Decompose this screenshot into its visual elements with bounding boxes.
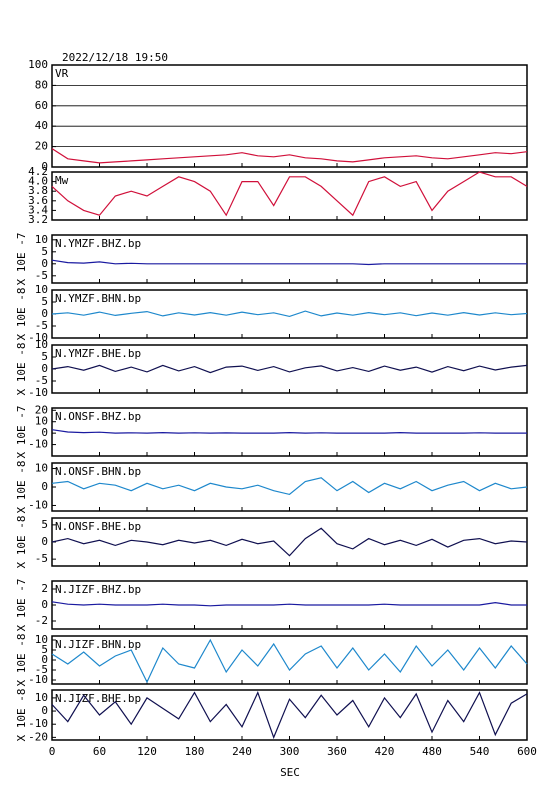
x-tick-label: 180 — [185, 745, 205, 758]
y-tick-label: 3.6 — [28, 194, 48, 207]
y-tick-label: 3.2 — [28, 213, 48, 226]
y-tick-label: 0 — [41, 480, 48, 493]
y-tick-label: 5 — [41, 350, 48, 363]
y-tick-label: 10 — [35, 691, 48, 704]
y-tick-label: 10 — [35, 283, 48, 296]
x-tick-label: 60 — [93, 745, 106, 758]
y-tick-label: -10 — [28, 498, 48, 511]
panel-frame — [51, 64, 528, 168]
trace — [51, 171, 528, 217]
y-tick-label: -5 — [35, 269, 48, 282]
y-tick-label: 20 — [35, 140, 48, 153]
y-tick-label: 80 — [35, 78, 48, 91]
y-tick-label: -2 — [35, 614, 48, 627]
panel-frame — [51, 171, 528, 221]
trace — [51, 638, 528, 684]
y-tick-label: 5 — [41, 295, 48, 308]
x-tick-label: 0 — [49, 745, 56, 758]
trace — [51, 364, 528, 374]
panel-name: N.JIZF.BHN.bp — [55, 638, 141, 651]
y-tick-label: -5 — [35, 374, 48, 387]
panel-name: N.JIZF.BHZ.bp — [55, 583, 141, 596]
panel-name: N.YMZF.BHZ.bp — [55, 237, 141, 250]
y-axis-label: X 10E -7 — [15, 233, 28, 286]
y-tick-label: 0 — [41, 598, 48, 611]
y-tick-label: -5 — [35, 663, 48, 676]
y-tick-label: 3.8 — [28, 184, 48, 197]
trace — [51, 429, 527, 434]
panel-name: N.YMZF.BHN.bp — [55, 292, 141, 305]
x-tick-label: 540 — [470, 745, 490, 758]
x-tick-label: 420 — [375, 745, 395, 758]
trace — [51, 477, 528, 496]
y-tick-label: 0 — [41, 257, 48, 270]
y-tick-label: 0 — [41, 704, 48, 717]
y-tick-label: 10 — [35, 633, 48, 646]
trace — [51, 148, 528, 164]
trace — [51, 691, 528, 740]
x-tick-label: 300 — [280, 745, 300, 758]
trace — [51, 310, 528, 318]
panel-name: N.YMZF.BHE.bp — [55, 347, 141, 360]
y-tick-label: 0 — [41, 307, 48, 320]
panel-name: N.ONSF.BHN.bp — [55, 465, 141, 478]
x-tick-label: 240 — [232, 745, 252, 758]
y-axis-label: X 10E -8 — [15, 689, 28, 742]
trace — [51, 527, 528, 557]
y-axis-label: X 10E -8 — [15, 288, 28, 341]
y-tick-label: 0 — [41, 653, 48, 666]
y-tick-label: 10 — [35, 233, 48, 246]
y-tick-label: 2 — [41, 582, 48, 595]
panel-name: Mw — [55, 174, 69, 187]
y-tick-label: 20 — [35, 403, 48, 416]
x-tick-label: 360 — [327, 745, 347, 758]
y-tick-label: 40 — [35, 119, 48, 132]
y-axis-label: X 10E -8 — [15, 343, 28, 396]
y-axis-label: X 10E -7 — [15, 406, 28, 459]
y-tick-label: 5 — [41, 518, 48, 531]
y-tick-label: -5 — [35, 552, 48, 565]
x-tick-label: 480 — [422, 745, 442, 758]
y-tick-label: -10 — [28, 331, 48, 344]
y-tick-label: -10 — [28, 438, 48, 451]
x-tick-label: 600 — [517, 745, 537, 758]
y-tick-label: 5 — [41, 245, 48, 258]
y-tick-label: 0 — [41, 362, 48, 375]
y-tick-label: -5 — [35, 319, 48, 332]
y-tick-label: 0 — [41, 426, 48, 439]
y-tick-label: 4.0 — [28, 175, 48, 188]
y-axis-label: X 10E -8 — [15, 461, 28, 514]
panel-name: N.ONSF.BHZ.bp — [55, 410, 141, 423]
y-tick-label: -10 — [28, 717, 48, 730]
y-tick-label: -10 — [28, 673, 48, 686]
y-axis-label: X 10E -7 — [15, 579, 28, 632]
y-tick-label: 60 — [35, 99, 48, 112]
y-tick-label: 0 — [41, 535, 48, 548]
y-tick-label: 10 — [35, 415, 48, 428]
trace — [51, 259, 527, 266]
panel-name: N.JIZF.BHE.bp — [55, 692, 141, 705]
y-tick-label: 4.2 — [28, 165, 48, 178]
y-tick-label: 10 — [35, 338, 48, 351]
chart-title: 2022/12/18 19:50 — [62, 51, 168, 64]
y-tick-label: 3.4 — [28, 203, 48, 216]
y-tick-label: 0 — [41, 160, 48, 173]
y-tick-label: 5 — [41, 643, 48, 656]
y-tick-label: -10 — [28, 386, 48, 399]
y-tick-label: 100 — [28, 58, 48, 71]
y-axis-label: X 10E -8 — [15, 516, 28, 569]
x-axis-label: SEC — [280, 766, 300, 779]
trace — [51, 601, 527, 607]
x-tick-label: 120 — [137, 745, 157, 758]
panel-name: VR — [55, 67, 69, 80]
y-tick-label: -20 — [28, 730, 48, 743]
y-tick-label: 10 — [35, 462, 48, 475]
panel-name: N.ONSF.BHE.bp — [55, 520, 141, 533]
y-axis-label: X 10E -8 — [15, 634, 28, 687]
